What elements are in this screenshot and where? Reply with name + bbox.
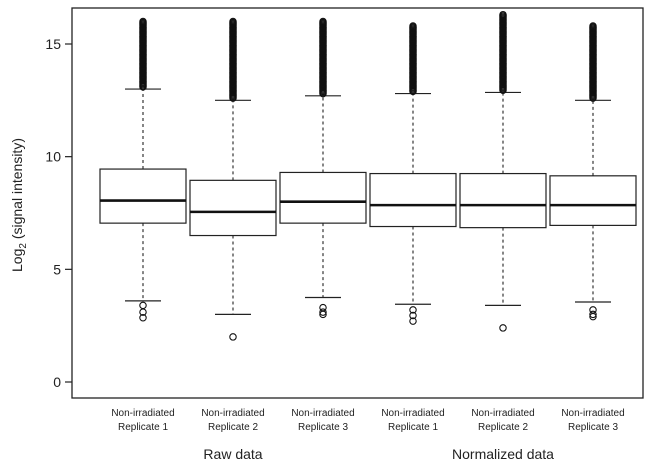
category-label-line1: Non-irradiated	[201, 408, 264, 419]
upper-outliers	[499, 10, 507, 94]
outlier-point	[229, 17, 237, 26]
category-label-line2: Replicate 3	[298, 422, 348, 433]
outlier-point	[229, 333, 237, 341]
group-labels: Raw data Normalized data	[203, 446, 554, 462]
x-axis-labels: Non-irradiated Replicate 1 Non-irradiated R…	[111, 408, 624, 433]
lower-outliers	[229, 333, 237, 341]
category-label-line2: Replicate 3	[568, 422, 618, 433]
iqr-box	[189, 179, 277, 237]
outlier-point	[409, 306, 417, 314]
outlier-point	[499, 10, 507, 19]
box-1	[99, 17, 187, 322]
y-axis-label-subscript: 2	[18, 243, 29, 249]
boxes	[99, 10, 637, 341]
category-label-line1: Non-irradiated	[381, 408, 444, 419]
category-label-line2: Replicate 2	[208, 422, 258, 433]
category-label-line2: Replicate 1	[118, 422, 168, 433]
upper-outliers	[139, 17, 147, 91]
outlier-point	[589, 310, 597, 319]
y-tick-label-10: 10	[45, 149, 61, 165]
lower-outliers	[409, 306, 417, 325]
lower-outliers	[319, 303, 327, 319]
upper-outliers	[229, 17, 237, 102]
y-axis: 0 5 10 15	[45, 36, 72, 390]
group-label-2: Normalized data	[452, 446, 554, 462]
outlier-point	[139, 314, 147, 322]
lower-outliers	[589, 306, 597, 321]
outlier-point	[589, 312, 597, 321]
iqr-box	[459, 172, 547, 229]
box-5	[459, 10, 547, 332]
iqr-box	[279, 171, 367, 224]
iqr-box	[549, 175, 637, 226]
y-axis-label-suffix: (signal intensity)	[9, 138, 25, 243]
outlier-point	[139, 308, 147, 316]
outlier-point	[319, 17, 327, 26]
box-3	[279, 17, 367, 319]
outlier-point	[319, 310, 327, 319]
group-label-1: Raw data	[203, 446, 262, 462]
category-label-line1: Non-irradiated	[111, 408, 174, 419]
upper-outliers	[409, 22, 417, 96]
outlier-point	[409, 317, 417, 325]
outlier-point	[409, 22, 417, 30]
category-label-line1: Non-irradiated	[561, 408, 624, 419]
category-label-line1: Non-irradiated	[291, 408, 354, 419]
outlier-point	[589, 22, 597, 30]
box-6	[549, 22, 637, 321]
y-tick-label-5: 5	[53, 261, 61, 277]
outlier-point	[139, 301, 147, 310]
y-tick-label-0: 0	[53, 374, 61, 390]
iqr-box	[99, 168, 187, 224]
plot-frame	[71, 7, 644, 399]
category-label-line2: Replicate 1	[388, 422, 438, 433]
outlier-point	[409, 311, 417, 320]
y-axis-label-main: Log	[9, 249, 25, 272]
box-4	[369, 22, 457, 325]
box-2	[189, 17, 277, 341]
y-tick-label-15: 15	[45, 36, 61, 52]
iqr-box	[369, 172, 457, 228]
upper-outliers	[589, 22, 597, 102]
upper-outliers	[319, 17, 327, 98]
y-axis-label: Log2 (signal intensity)	[9, 138, 29, 272]
outlier-point	[499, 324, 507, 332]
lower-outliers	[139, 301, 147, 322]
outlier-point	[319, 308, 327, 316]
outlier-point	[139, 17, 147, 26]
lower-outliers	[499, 324, 507, 332]
category-label-line1: Non-irradiated	[471, 408, 534, 419]
category-label-line2: Replicate 2	[478, 422, 528, 433]
